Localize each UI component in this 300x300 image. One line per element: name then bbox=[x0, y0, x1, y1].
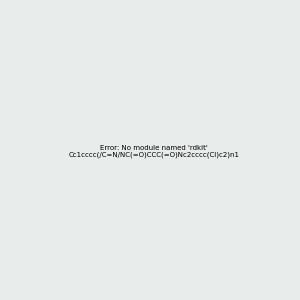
Text: Error: No module named 'rdkit'
Cc1cccc(/C=N/NC(=O)CCC(=O)Nc2cccc(Cl)c2)n1: Error: No module named 'rdkit' Cc1cccc(/… bbox=[68, 145, 239, 158]
